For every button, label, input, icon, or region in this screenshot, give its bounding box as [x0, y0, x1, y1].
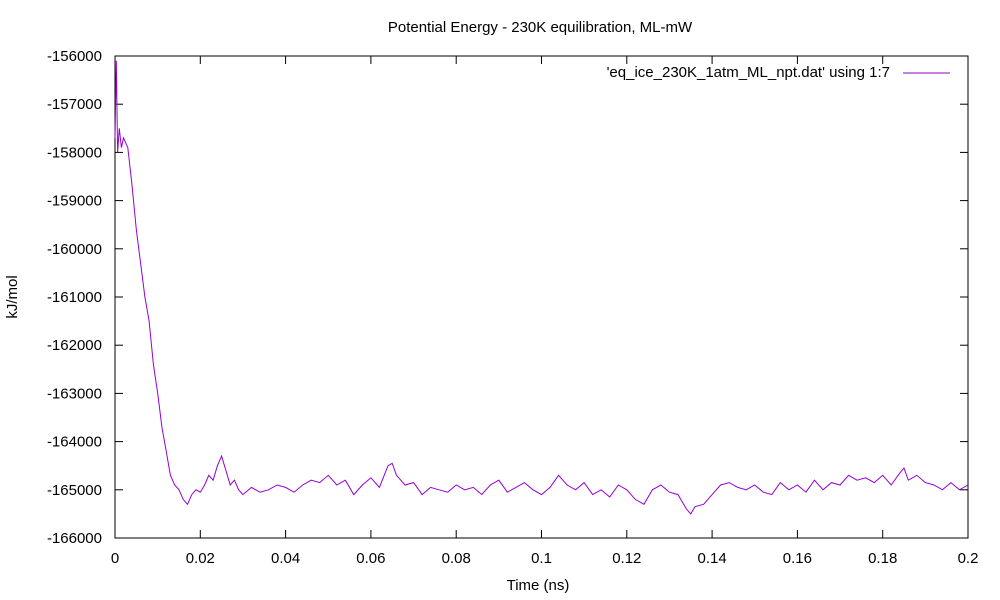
x-tick-label: 0: [111, 550, 119, 567]
x-tick-label: 0.2: [958, 550, 979, 567]
y-tick-label: -164000: [47, 434, 102, 451]
y-tick-label: -161000: [47, 289, 102, 306]
y-tick-label: -157000: [47, 96, 102, 113]
series-line-potential-energy: [114, 60, 969, 515]
x-tick-label: 0.06: [356, 550, 385, 567]
y-tick-label: -166000: [47, 530, 102, 547]
x-tick-label: 0.1: [531, 550, 552, 567]
y-tick-label: -160000: [47, 241, 102, 258]
y-tick-label: -159000: [47, 193, 102, 210]
x-tick-label: 0.18: [868, 550, 897, 567]
x-tick-label: 0.14: [697, 550, 726, 567]
y-tick-label: -156000: [47, 48, 102, 65]
y-tick-label: -165000: [47, 482, 102, 499]
x-tick-label: 0.04: [271, 550, 300, 567]
y-axis-ticks: -166000 -165000 -164000 -163000 -162000 -1610…: [47, 48, 968, 547]
y-tick-label: -162000: [47, 337, 102, 354]
y-tick-label: -163000: [47, 385, 102, 402]
chart-title: Potential Energy - 230K equilibration, M…: [388, 19, 693, 36]
plot-frame: [114, 55, 969, 539]
x-axis-ticks: 0 0.02 0.04 0.06 0.08 0.1 0.12 0.14 0.16 0.18 0.2: [111, 56, 979, 567]
x-tick-label: 0.16: [783, 550, 812, 567]
y-axis-label: kJ/mol: [4, 275, 21, 318]
y-tick-label: -158000: [47, 144, 102, 161]
legend-entry-label: 'eq_ice_230K_1atm_ML_npt.dat' using 1:7: [607, 64, 890, 81]
x-tick-label: 0.08: [442, 550, 471, 567]
x-axis-label: Time (ns): [507, 577, 570, 594]
x-tick-label: 0.02: [186, 550, 215, 567]
legend: 'eq_ice_230K_1atm_ML_npt.dat' using 1:7: [607, 64, 950, 81]
x-tick-label: 0.12: [612, 550, 641, 567]
